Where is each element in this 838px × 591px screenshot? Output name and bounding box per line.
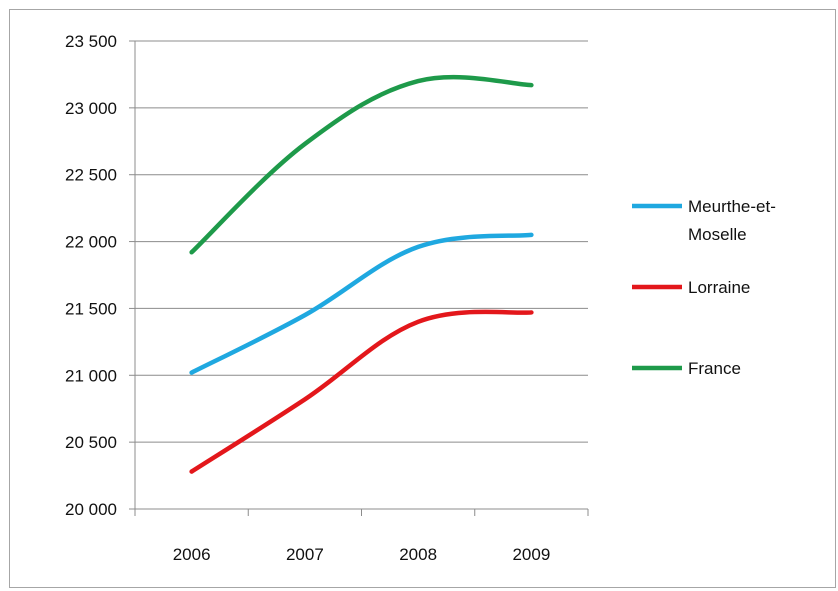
y-tick-label: 21 000 [65,366,117,385]
y-tick-label: 22 000 [65,233,117,252]
legend-label: Meurthe-et- Moselle [688,197,776,244]
y-tick-labels: 20 000 20 500 21 000 21 500 22 000 22 500 23 0… [65,32,117,519]
y-tick-label: 21 500 [65,299,117,318]
x-tick-label: 2006 [173,545,211,564]
legend-label-line: France [688,359,741,378]
x-tick-labels: 2006 2007 2008 2009 [173,545,551,564]
x-tick-label: 2007 [286,545,324,564]
gridlines [135,40,588,443]
x-tick-label: 2008 [399,545,437,564]
axes [129,40,589,516]
series-lines [189,74,534,474]
legend-label: France [688,359,741,378]
legend: Meurthe-et- Moselle Lorraine France [632,197,776,378]
y-tick-label: 20 500 [65,433,117,452]
legend-label-line: Lorraine [688,278,750,297]
series-line-0 [189,232,534,375]
series-line-1 [189,309,534,474]
y-tick-label: 23 500 [65,32,117,51]
legend-label: Lorraine [688,278,750,297]
x-tick-label: 2009 [512,545,550,564]
series-line-2 [189,74,534,255]
y-tick-label: 22 500 [65,166,117,185]
y-tick-label: 20 000 [65,500,117,519]
legend-label-line: Moselle [688,225,747,244]
y-tick-label: 23 000 [65,99,117,118]
legend-label-line: Meurthe-et- [688,197,776,216]
chart-frame [9,9,836,588]
